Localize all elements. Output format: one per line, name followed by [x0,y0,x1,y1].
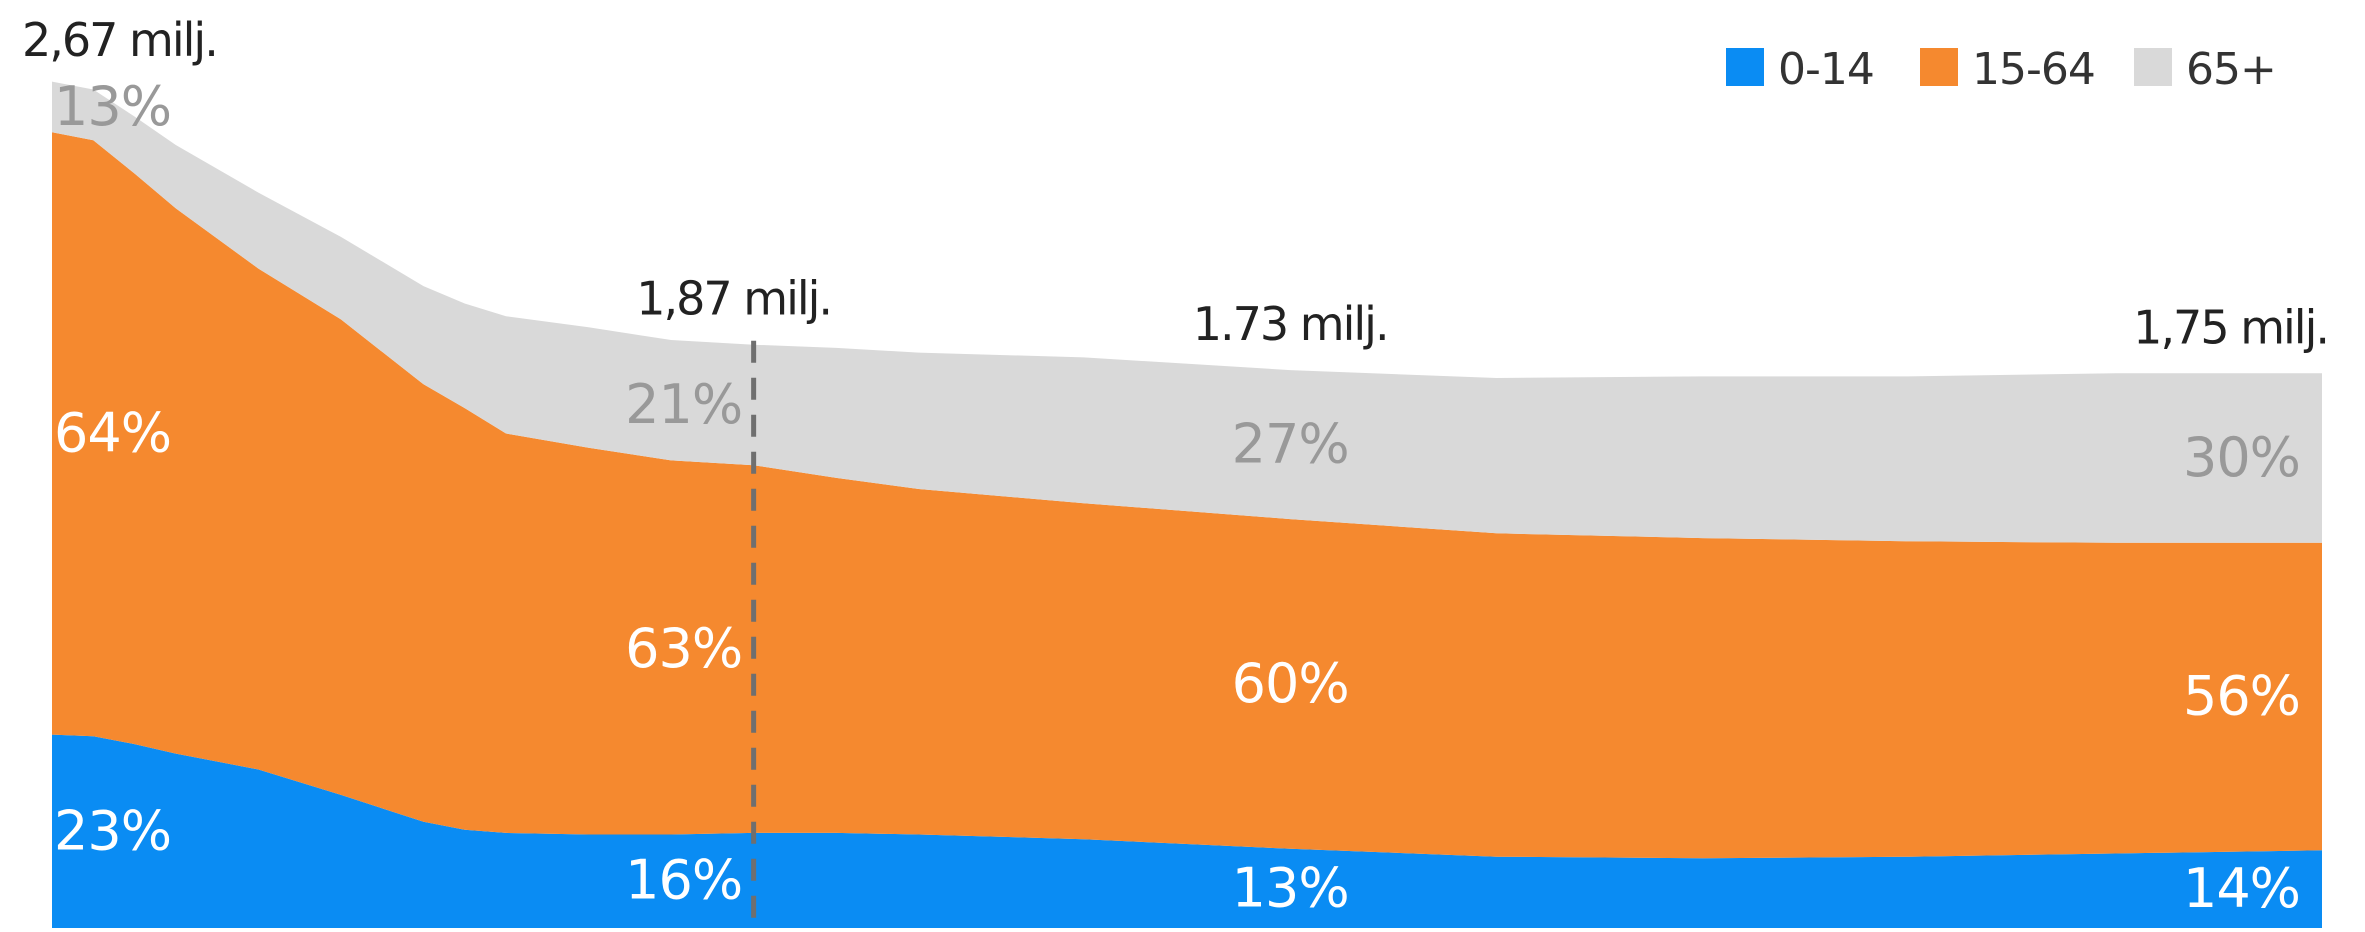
total-label-2050: 1.73 milj. [1193,297,1388,351]
share-label-0-14-2100: 14% [2183,857,2300,920]
legend-label-0-14: 0-14 [1778,44,1874,95]
total-label-2100: 1,75 milj. [2133,300,2328,354]
area-65plus [52,81,2322,543]
share-label-15-64-1990: 64% [54,401,171,464]
legend-label-65plus: 65+ [2186,44,2276,95]
legend-swatch-0-14 [1726,48,1764,86]
share-label-0-14-2024: 16% [625,848,742,911]
legend-label-15-64: 15-64 [1972,44,2095,95]
area-15-64 [52,132,2322,859]
share-label-65plus-2100: 30% [2183,426,2300,489]
total-label-2024: 1,87 milj. [636,272,831,326]
share-label-65plus-2024: 21% [625,373,742,436]
total-label-1990: 2,67 milj. [22,13,217,67]
share-label-0-14-2050: 13% [1232,856,1349,919]
legend-swatch-15-64 [1920,48,1958,86]
share-label-15-64-2050: 60% [1232,652,1349,715]
legend-swatch-65plus [2134,48,2172,86]
area-0-14 [52,734,2322,928]
share-label-65plus-2050: 27% [1232,413,1349,476]
share-label-15-64-2024: 63% [625,617,742,680]
share-label-0-14-1990: 23% [54,799,171,862]
share-label-15-64-2100: 56% [2183,665,2300,728]
share-label-65plus-1990: 13% [54,75,171,138]
